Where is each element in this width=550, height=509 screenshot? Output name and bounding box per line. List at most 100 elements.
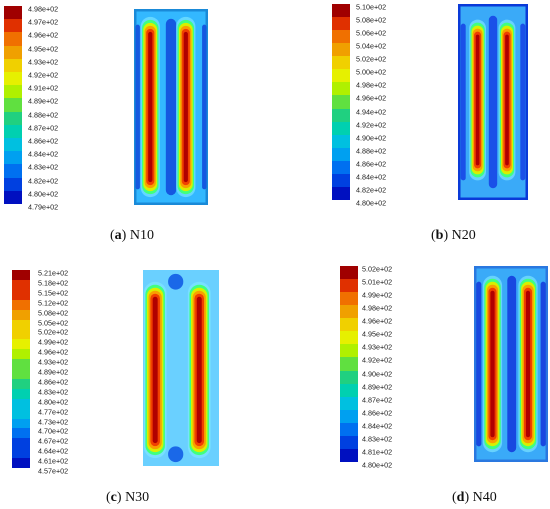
legend-value: 4.92e+02 xyxy=(362,355,393,365)
cool-channel xyxy=(202,24,207,190)
colorbar-swatch xyxy=(4,138,22,152)
colorbar-swatch xyxy=(332,121,350,136)
colorbar-swatch xyxy=(340,396,358,411)
legend-value: 5.06e+02 xyxy=(356,28,387,38)
colorbar-swatch xyxy=(4,6,22,20)
legend-value: 4.89e+02 xyxy=(362,381,393,391)
colorbar-swatch xyxy=(12,378,30,390)
legend-value: 4.80e+02 xyxy=(362,460,393,470)
colorbar-swatch xyxy=(12,279,30,291)
colorbar-swatch xyxy=(332,147,350,162)
cool-channel xyxy=(507,275,517,453)
legend-value: 4.86e+02 xyxy=(28,136,59,146)
legend-value: 5.02e+02 xyxy=(356,54,387,64)
colorbar-swatch xyxy=(4,111,22,126)
colorbar-swatch xyxy=(12,458,30,469)
legend-value: 4.91e+02 xyxy=(28,83,59,93)
legend-value: 5.18e+02 xyxy=(38,278,69,288)
legend-value: 4.84e+02 xyxy=(28,149,59,159)
colorbar-swatch xyxy=(332,30,350,44)
legend-value: 4.88e+02 xyxy=(28,109,59,119)
legend-value: 4.86e+02 xyxy=(38,377,69,387)
legend-value: 5.02e+02 xyxy=(362,264,393,274)
cool-channel xyxy=(476,281,482,447)
colorbar-swatch xyxy=(340,279,358,293)
colorbar-swatch xyxy=(332,173,350,188)
colorbar-swatch xyxy=(12,428,30,439)
cool-channel xyxy=(135,24,140,190)
legend-value: 4.80e+02 xyxy=(356,198,387,208)
legend-value: 4.92e+02 xyxy=(356,119,387,129)
cool-channel xyxy=(488,15,498,189)
contour-plot-n20 xyxy=(458,4,528,200)
legend-value: 4.80e+02 xyxy=(38,397,69,407)
legend-value: 4.97e+02 xyxy=(28,17,59,27)
colorbar-swatch xyxy=(4,85,22,99)
legend-value: 4.70e+02 xyxy=(38,426,69,436)
contour-plot-n10 xyxy=(134,9,208,205)
colorbar-swatch xyxy=(4,45,22,60)
cool-channel xyxy=(540,281,546,447)
legend-value: 4.86e+02 xyxy=(356,159,387,169)
colorbar-swatch xyxy=(12,359,30,370)
colorbar-swatch xyxy=(12,299,30,311)
colorbar-swatch xyxy=(4,177,22,192)
legend-value: 4.96e+02 xyxy=(38,347,69,357)
hot-column-layer xyxy=(505,34,509,166)
colorbar-swatch xyxy=(12,329,30,340)
legend-value: 4.89e+02 xyxy=(28,96,59,106)
colorbar-swatch xyxy=(12,388,30,400)
caption-n20: (b) N20 xyxy=(431,228,476,243)
colorbar-swatch xyxy=(12,369,30,380)
legend-value: 4.79e+02 xyxy=(28,202,59,212)
plot-frame xyxy=(474,266,548,462)
colorbar-swatch xyxy=(332,69,350,83)
colorbar-swatch xyxy=(12,339,30,350)
hot-column-layer xyxy=(148,31,153,183)
legend-value: 4.64e+02 xyxy=(38,446,69,456)
colorbar-swatch xyxy=(12,398,30,410)
colorbar-swatch xyxy=(12,418,30,429)
colorbar-swatch xyxy=(332,160,350,175)
legend-value: 4.96e+02 xyxy=(28,30,59,40)
caption-n40: (d) N40 xyxy=(452,490,497,505)
legend-value: 4.83e+02 xyxy=(28,162,59,172)
legend-value: 5.08e+02 xyxy=(356,15,387,25)
colorbar-swatch xyxy=(340,266,358,280)
legend-value: 5.05e+02 xyxy=(38,317,69,327)
colorbar-swatch xyxy=(340,409,358,424)
legend-value: 4.81e+02 xyxy=(362,447,393,457)
colorbar-swatch xyxy=(4,164,22,179)
legend-value: 4.98e+02 xyxy=(356,80,387,90)
legend-value: 4.61e+02 xyxy=(38,456,69,466)
legend-value: 4.93e+02 xyxy=(28,57,59,67)
contour-plot-n30 xyxy=(143,270,219,466)
colorbar-swatch xyxy=(332,17,350,31)
colorbar-swatch xyxy=(332,43,350,57)
cool-channel xyxy=(165,18,177,196)
colorbar-swatch xyxy=(12,408,30,419)
legend-value: 4.84e+02 xyxy=(362,421,393,431)
hot-column-layer xyxy=(475,34,480,166)
colorbar-swatch xyxy=(4,32,22,47)
contour-plot-n40 xyxy=(474,266,548,462)
hot-column-layer xyxy=(196,296,202,444)
legend-value: 4.89e+02 xyxy=(38,367,69,377)
cool-channel xyxy=(168,273,184,290)
colorbar-swatch xyxy=(340,305,358,319)
colorbar-swatch xyxy=(340,292,358,306)
colorbar-swatch xyxy=(332,95,350,110)
legend-value: 4.83e+02 xyxy=(362,434,393,444)
hot-column-layer xyxy=(490,290,495,438)
cool-channel xyxy=(520,23,526,181)
colorbar-swatch xyxy=(12,270,30,281)
legend-value: 4.99e+02 xyxy=(38,337,69,347)
colorbar-swatch xyxy=(12,448,30,459)
legend-value: 5.15e+02 xyxy=(38,288,69,298)
legend-value: 4.93e+02 xyxy=(362,342,393,352)
colorbar-swatch xyxy=(332,82,350,96)
colorbar-swatch xyxy=(12,319,30,330)
legend-value: 4.87e+02 xyxy=(362,395,393,405)
legend-value: 5.21e+02 xyxy=(38,268,69,278)
colorbar-swatch xyxy=(4,124,22,139)
